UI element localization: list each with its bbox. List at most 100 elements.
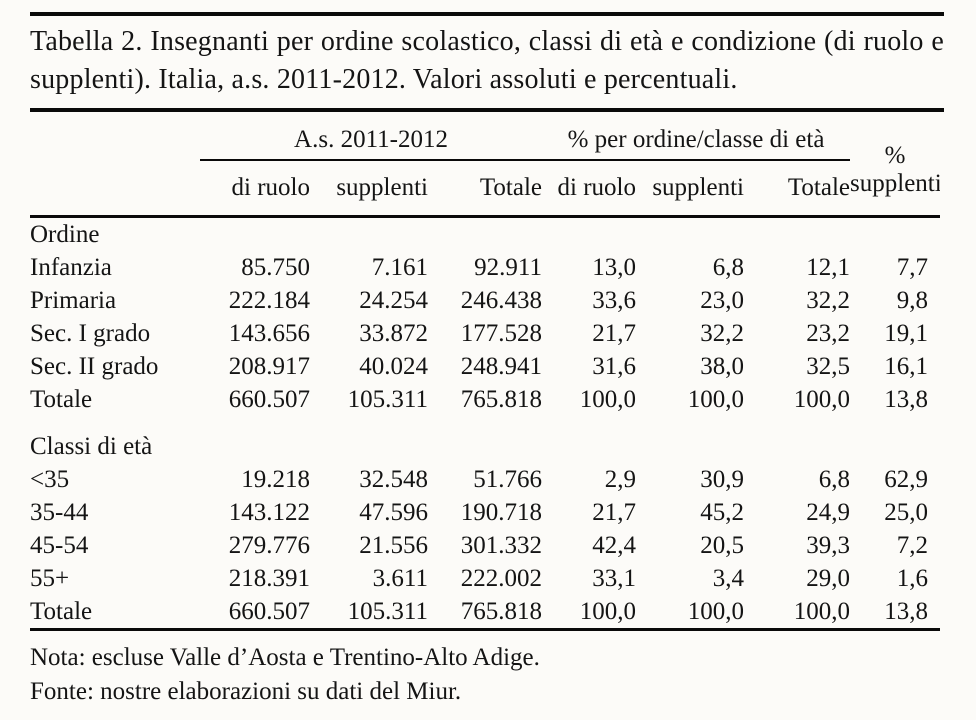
cell-totale-abs: 222.002 (460, 564, 542, 592)
cell-supplenti-pct: 38,0 (700, 352, 744, 380)
col-header-di-ruolo-abs: di ruolo (200, 160, 310, 218)
cell-supplenti-pct: 100,0 (687, 597, 744, 625)
col-header-percent-supplenti: % supplenti (850, 112, 941, 218)
cell-pct-supplenti: 62,9 (884, 465, 929, 493)
cell-di-ruolo-abs: 660.507 (228, 385, 310, 413)
caption-rule (30, 108, 944, 112)
cell-totale-pct: 100,0 (793, 385, 851, 413)
cell-supplenti-abs: 24.254 (359, 286, 428, 314)
table-row: Totale 660.507 105.311 765.818 100,0 100… (30, 595, 940, 630)
cell-di-ruolo-pct: 100,0 (579, 597, 636, 625)
cell-di-ruolo-abs: 208.917 (228, 352, 310, 380)
cell-pct-supplenti: 13,8 (884, 597, 929, 625)
col-header-totale-abs: Totale (428, 160, 542, 218)
section-label: Ordine (30, 220, 100, 248)
cell-totale-abs: 246.438 (460, 286, 542, 314)
cell-supplenti-pct: 45,2 (700, 498, 744, 526)
cell-di-ruolo-pct: 42,4 (592, 531, 636, 559)
row-label: 35-44 (30, 498, 89, 526)
row-label: Sec. I grado (30, 319, 151, 347)
source-line: Fonte: nostre elaborazioni su dati del M… (30, 677, 462, 705)
table-row: 35-44 143.122 47.596 190.718 21,7 45,2 2… (30, 496, 940, 529)
cell-supplenti-pct: 100,0 (687, 385, 744, 413)
cell-pct-supplenti: 19,1 (884, 319, 929, 347)
cell-di-ruolo-pct: 33,1 (592, 564, 636, 592)
row-label: Sec. II grado (30, 352, 159, 380)
table-row: Primaria 222.184 24.254 246.438 33,6 23,… (30, 284, 940, 317)
cell-totale-pct: 39,3 (806, 531, 851, 559)
cell-di-ruolo-pct: 33,6 (592, 286, 636, 314)
cell-pct-supplenti: 9,8 (896, 286, 929, 314)
table-row: Sec. II grado 208.917 40.024 248.941 31,… (30, 350, 940, 383)
table-row: Infanzia 85.750 7.161 92.911 13,0 6,8 12… (30, 251, 940, 284)
row-label: 55+ (30, 564, 70, 592)
cell-supplenti-abs: 105.311 (347, 597, 428, 625)
col-header-totale-pct: Totale (744, 160, 851, 218)
footnotes: Nota: escluse Valle d’Aosta e Trentino-A… (30, 631, 944, 709)
cell-di-ruolo-pct: 31,6 (592, 352, 636, 380)
cell-pct-supplenti: 7,2 (896, 531, 929, 559)
note-line: Nota: escluse Valle d’Aosta e Trentino-A… (30, 643, 540, 671)
cell-supplenti-pct: 3,4 (712, 564, 744, 592)
row-label: Primaria (30, 286, 117, 314)
cell-totale-abs: 92.911 (474, 253, 542, 281)
cell-supplenti-pct: 6,8 (712, 253, 744, 281)
table-row: 45-54 279.776 21.556 301.332 42,4 20,5 3… (30, 529, 940, 562)
cell-supplenti-abs: 33.872 (359, 319, 428, 347)
table-row: Totale 660.507 105.311 765.818 100,0 100… (30, 383, 940, 416)
cell-di-ruolo-pct: 100,0 (579, 385, 636, 413)
col-group-percent-by-class: % per ordine/classe di età (542, 112, 851, 161)
cell-di-ruolo-abs: 279.776 (228, 531, 310, 559)
cell-di-ruolo-abs: 660.507 (228, 597, 310, 625)
cell-totale-pct: 32,2 (806, 286, 851, 314)
cell-supplenti-abs: 47.596 (359, 498, 428, 526)
cell-totale-pct: 12,1 (806, 253, 851, 281)
table-header: A.s. 2011-2012 % per ordine/classe di et… (30, 112, 941, 218)
top-rule (30, 12, 944, 16)
cell-pct-supplenti: 1,6 (896, 564, 929, 592)
table-row: 55+ 218.391 3.611 222.002 33,1 3,4 29,0 … (30, 562, 940, 595)
group-header-row: A.s. 2011-2012 % per ordine/classe di et… (30, 112, 941, 218)
sub-header-row: di ruolo supplenti Totale di ruolo suppl… (30, 160, 940, 218)
section-header-row: Classi di età (30, 416, 940, 463)
cell-supplenti-abs: 7.161 (371, 253, 428, 281)
cell-di-ruolo-pct: 21,7 (592, 319, 636, 347)
cell-supplenti-abs: 105.311 (347, 385, 428, 413)
cell-totale-abs: 765.818 (460, 597, 542, 625)
cell-supplenti-pct: 23,0 (700, 286, 744, 314)
table-body: Ordine Infanzia 85.750 7.161 92.911 13,0… (30, 216, 940, 629)
corner-cell (30, 112, 200, 218)
cell-pct-supplenti: 25,0 (884, 498, 929, 526)
cell-pct-supplenti: 13,8 (884, 385, 929, 413)
cell-totale-pct: 23,2 (806, 319, 851, 347)
table-caption: Tabella 2. Insegnanti per ordine scolast… (30, 26, 944, 95)
cell-di-ruolo-abs: 19.218 (241, 465, 310, 493)
cell-totale-abs: 248.941 (460, 352, 542, 380)
cell-di-ruolo-abs: 85.750 (241, 253, 310, 281)
cell-totale-pct: 24,9 (806, 498, 851, 526)
cell-totale-abs: 765.818 (460, 385, 542, 413)
col-group-absolute-values: A.s. 2011-2012 (200, 112, 542, 161)
cell-di-ruolo-abs: 143.656 (228, 319, 310, 347)
section-label: Classi di età (30, 432, 153, 460)
supplenti-label: supplenti (850, 170, 941, 198)
col-header-supplenti-pct: supplenti (636, 160, 744, 218)
cell-totale-pct: 32,5 (806, 352, 851, 380)
cell-supplenti-abs: 40.024 (359, 352, 428, 380)
section-header-row: Ordine (30, 216, 940, 251)
cell-di-ruolo-abs: 143.122 (228, 498, 310, 526)
data-table: A.s. 2011-2012 % per ordine/classe di et… (30, 112, 941, 631)
cell-totale-abs: 177.528 (460, 319, 542, 347)
cell-supplenti-abs: 3.611 (372, 564, 428, 592)
cell-di-ruolo-pct: 2,9 (604, 465, 636, 493)
cell-totale-pct: 29,0 (806, 564, 851, 592)
row-label: 45-54 (30, 531, 89, 559)
cell-totale-pct: 100,0 (793, 597, 851, 625)
cell-supplenti-abs: 32.548 (359, 465, 428, 493)
table-row: Sec. I grado 143.656 33.872 177.528 21,7… (30, 317, 940, 350)
cell-supplenti-pct: 20,5 (700, 531, 744, 559)
row-label: Totale (30, 385, 93, 413)
cell-supplenti-pct: 30,9 (700, 465, 744, 493)
col-header-di-ruolo-pct: di ruolo (542, 160, 636, 218)
